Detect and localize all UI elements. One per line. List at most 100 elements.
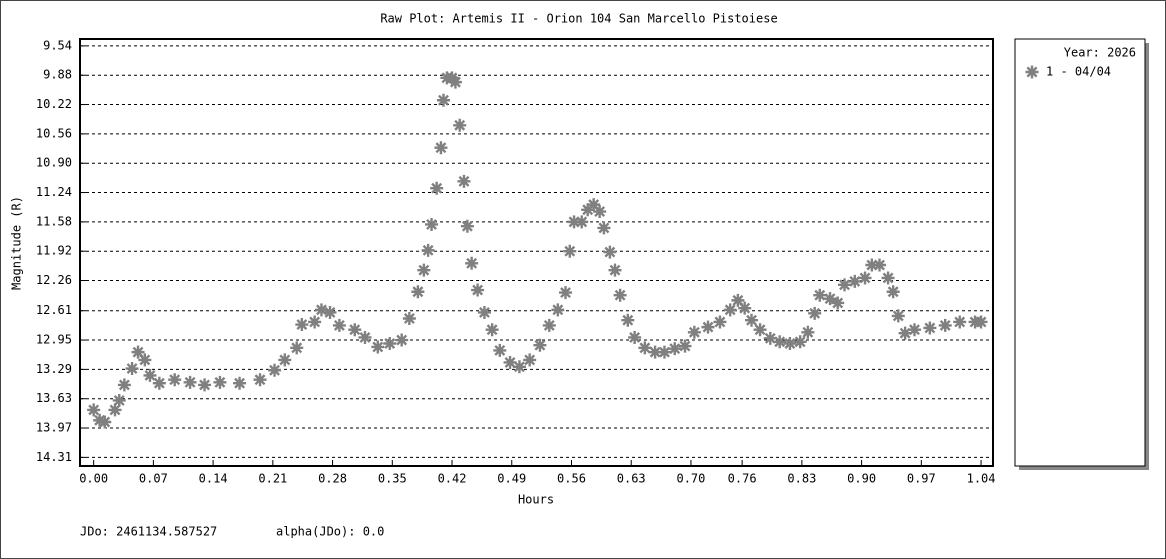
point bbox=[593, 205, 607, 219]
point bbox=[753, 323, 767, 337]
y-tick-label: 9.54 bbox=[43, 38, 72, 52]
plot-area bbox=[79, 38, 994, 467]
point bbox=[831, 296, 845, 310]
y-tick-label: 11.58 bbox=[36, 214, 72, 228]
chart-title: Raw Plot: Artemis II - Orion 104 San Mar… bbox=[380, 12, 777, 26]
point bbox=[587, 198, 601, 212]
y-tick-label: 9.88 bbox=[43, 68, 72, 82]
x-tick-label: 0.63 bbox=[617, 472, 646, 486]
point bbox=[253, 373, 267, 387]
point bbox=[143, 368, 157, 382]
point bbox=[93, 413, 107, 427]
point bbox=[907, 323, 921, 337]
point bbox=[701, 320, 715, 334]
x-tick-label: 0.56 bbox=[557, 472, 586, 486]
point bbox=[687, 325, 701, 339]
point bbox=[731, 293, 745, 307]
point bbox=[453, 118, 467, 132]
point bbox=[493, 343, 507, 357]
point bbox=[358, 330, 372, 344]
point bbox=[873, 258, 887, 272]
point bbox=[533, 338, 547, 352]
point bbox=[628, 330, 642, 344]
point bbox=[425, 217, 439, 231]
point bbox=[465, 256, 479, 270]
point bbox=[648, 345, 662, 359]
x-tick-label: 0.14 bbox=[199, 472, 228, 486]
point bbox=[738, 301, 752, 315]
x-tick-label: 0.76 bbox=[728, 472, 757, 486]
point bbox=[603, 245, 617, 259]
point bbox=[581, 203, 595, 217]
x-tick-label: 0.21 bbox=[258, 472, 287, 486]
point bbox=[621, 313, 635, 327]
y-tick-label: 14.31 bbox=[36, 450, 72, 464]
legend-box bbox=[1014, 38, 1146, 467]
point bbox=[98, 415, 112, 429]
point bbox=[314, 303, 328, 317]
point bbox=[295, 318, 309, 332]
point bbox=[563, 244, 577, 258]
x-tick-label: 1.04 bbox=[967, 472, 996, 486]
x-tick-label: 0.70 bbox=[676, 472, 705, 486]
point bbox=[745, 313, 759, 327]
x-tick-label: 0.07 bbox=[139, 472, 168, 486]
point bbox=[138, 353, 152, 367]
point bbox=[233, 376, 247, 390]
point bbox=[608, 263, 622, 277]
point bbox=[808, 306, 822, 320]
point bbox=[503, 355, 517, 369]
legend-marker bbox=[1025, 65, 1039, 79]
point bbox=[183, 375, 197, 389]
point bbox=[657, 345, 671, 359]
point bbox=[332, 318, 346, 332]
point bbox=[613, 288, 627, 302]
x-axis-label: Hours bbox=[518, 493, 554, 507]
point bbox=[402, 311, 416, 325]
point bbox=[713, 315, 727, 329]
point bbox=[923, 321, 937, 335]
point bbox=[575, 215, 589, 229]
point bbox=[152, 376, 166, 390]
point bbox=[898, 326, 912, 340]
point bbox=[813, 288, 827, 302]
point bbox=[891, 309, 905, 323]
point bbox=[434, 141, 448, 155]
point bbox=[668, 342, 682, 356]
y-tick-label: 13.63 bbox=[36, 391, 72, 405]
point bbox=[421, 243, 435, 257]
point bbox=[763, 331, 777, 345]
point bbox=[974, 315, 988, 329]
point bbox=[290, 341, 304, 355]
point bbox=[881, 271, 895, 285]
point bbox=[793, 335, 807, 349]
point bbox=[678, 339, 692, 353]
point bbox=[436, 93, 450, 107]
x-tick-label: 0.83 bbox=[787, 472, 816, 486]
point bbox=[383, 337, 397, 351]
point bbox=[551, 303, 565, 317]
x-tick-label: 0.49 bbox=[497, 472, 526, 486]
y-tick-label: 12.61 bbox=[36, 303, 72, 317]
point bbox=[559, 286, 573, 300]
point bbox=[485, 323, 499, 337]
y-tick-label: 12.95 bbox=[36, 333, 72, 347]
y-tick-label: 13.29 bbox=[36, 362, 72, 376]
point bbox=[308, 315, 322, 329]
point bbox=[323, 305, 337, 319]
x-tick-label: 0.35 bbox=[378, 472, 407, 486]
point bbox=[125, 362, 139, 376]
x-tick-label: 0.90 bbox=[847, 472, 876, 486]
legend-title: Year: 2026 bbox=[1064, 46, 1136, 60]
point bbox=[638, 341, 652, 355]
point bbox=[213, 375, 227, 389]
point bbox=[87, 403, 101, 417]
point bbox=[371, 340, 385, 354]
point bbox=[417, 263, 431, 277]
point bbox=[886, 285, 900, 299]
point bbox=[460, 219, 474, 233]
y-tick-label: 12.26 bbox=[36, 273, 72, 287]
point bbox=[411, 285, 425, 299]
y-tick-label: 11.24 bbox=[36, 185, 72, 199]
